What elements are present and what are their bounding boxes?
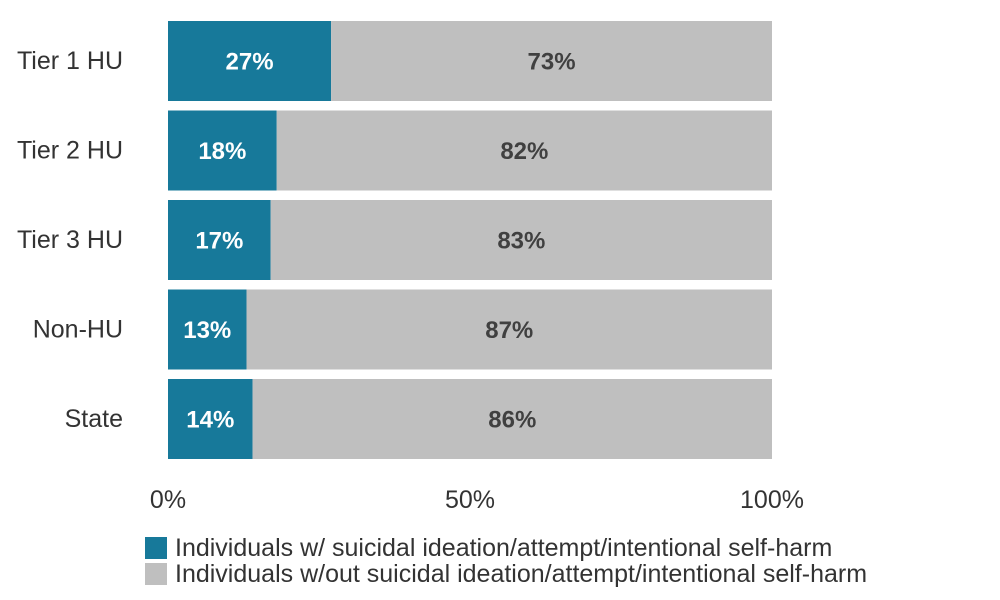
bar-state-series-0	[168, 379, 253, 459]
category-label-tier-3-hu: Tier 3 HU	[17, 226, 123, 254]
bar-non-hu-series-0	[168, 289, 247, 370]
bar-state-series-1	[252, 379, 772, 459]
bar-tier-1-hu-series-1	[331, 21, 772, 101]
bar-label-tier-2-hu-series-0: 18%	[198, 138, 246, 165]
bar-label-non-hu-series-0: 13%	[183, 317, 231, 344]
x-tick-label-50: 50%	[445, 486, 495, 514]
category-label-tier-2-hu: Tier 2 HU	[17, 137, 123, 165]
legend-label-without: Individuals w/out suicidal ideation/atte…	[175, 560, 868, 588]
bar-label-tier-3-hu-series-0: 17%	[195, 228, 243, 255]
bar-non-hu-series-1	[246, 289, 772, 370]
x-tick-label-0: 0%	[150, 486, 186, 514]
x-tick-label-100: 100%	[740, 486, 804, 514]
bars-layer	[168, 21, 772, 459]
legend-item-without: Individuals w/out suicidal ideation/atte…	[145, 561, 867, 587]
bar-label-tier-2-hu-series-1: 82%	[500, 138, 548, 165]
legend-item-with: Individuals w/ suicidal ideation/attempt…	[145, 535, 867, 561]
legend-label-with: Individuals w/ suicidal ideation/attempt…	[175, 534, 833, 562]
category-label-state: State	[65, 405, 123, 433]
legend-swatch-without	[145, 563, 167, 585]
bar-tier-2-hu-series-1	[276, 110, 772, 191]
bar-label-state-series-1: 86%	[488, 407, 536, 434]
bar-tier-3-hu-series-1	[270, 200, 772, 280]
category-label-non-hu: Non-HU	[33, 316, 123, 344]
legend-swatch-with	[145, 537, 167, 559]
bar-label-non-hu-series-1: 87%	[485, 317, 533, 344]
bar-label-state-series-0: 14%	[186, 407, 234, 434]
bar-label-tier-1-hu-series-0: 27%	[226, 49, 274, 76]
bar-label-tier-3-hu-series-1: 83%	[497, 228, 545, 255]
bar-tier-3-hu-series-0	[168, 200, 271, 280]
bar-tier-2-hu-series-0	[168, 110, 277, 191]
labels-layer: Tier 1 HU 27% 73% Tier 2 HU 18% 82% Tier 3 HU 1…	[17, 47, 804, 514]
category-label-tier-1-hu: Tier 1 HU	[17, 47, 123, 75]
legend: Individuals w/ suicidal ideation/attempt…	[145, 535, 867, 587]
bar-tier-1-hu-series-0	[168, 21, 332, 101]
bar-label-tier-1-hu-series-1: 73%	[528, 49, 576, 76]
